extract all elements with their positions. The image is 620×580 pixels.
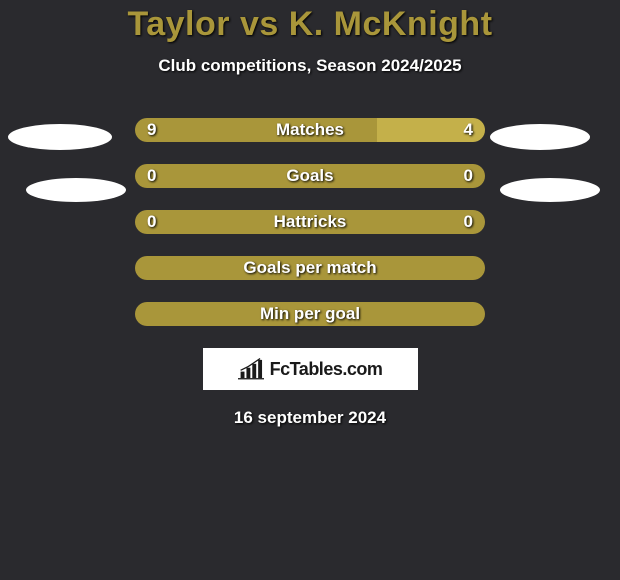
player-photo-placeholder — [490, 124, 590, 150]
stat-label: Min per goal — [260, 304, 360, 324]
page-title: Taylor vs K. McKnight — [0, 5, 620, 44]
stat-label: Matches — [276, 120, 344, 140]
stat-value-right: 0 — [464, 212, 473, 232]
stat-label: Hattricks — [274, 212, 347, 232]
stat-bar: Hattricks 0 0 — [135, 210, 485, 234]
stat-bar: Matches 9 4 — [135, 118, 485, 142]
stat-value-right: 0 — [464, 166, 473, 186]
comparison-panel: Taylor vs K. McKnight Club competitions,… — [0, 0, 620, 428]
stat-bar-left — [135, 164, 310, 188]
player-photo-placeholder — [26, 178, 126, 202]
stat-value-left: 9 — [147, 120, 156, 140]
player-photo-placeholder — [8, 124, 112, 150]
logo-box: FcTables.com — [203, 348, 418, 390]
stat-bar-right — [310, 164, 485, 188]
stat-label: Goals — [286, 166, 333, 186]
bar-chart-icon — [238, 358, 264, 380]
date-label: 16 september 2024 — [0, 408, 620, 428]
stat-bar: Goals 0 0 — [135, 164, 485, 188]
subtitle: Club competitions, Season 2024/2025 — [0, 56, 620, 76]
stat-label: Goals per match — [243, 258, 376, 278]
logo-text: FcTables.com — [270, 359, 383, 380]
stat-row: Min per goal — [0, 302, 620, 326]
stat-value-left: 0 — [147, 166, 156, 186]
stat-row: Hattricks 0 0 — [0, 210, 620, 234]
stat-value-left: 0 — [147, 212, 156, 232]
stat-bar: Min per goal — [135, 302, 485, 326]
stat-bar: Goals per match — [135, 256, 485, 280]
player-photo-placeholder — [500, 178, 600, 202]
stat-value-right: 4 — [464, 120, 473, 140]
stat-row: Goals per match — [0, 256, 620, 280]
